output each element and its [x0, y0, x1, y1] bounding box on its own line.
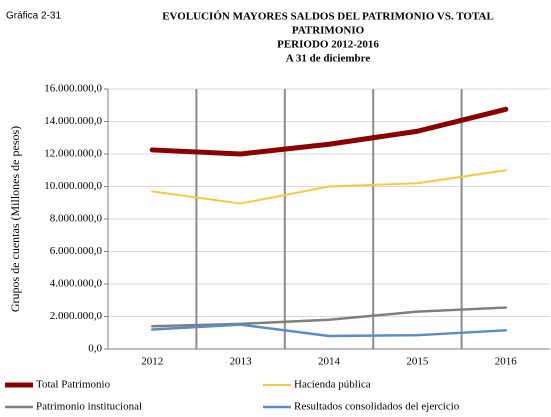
figure-label: Gráfica 2-31 [6, 11, 61, 22]
legend-label: Patrimonio institucional [36, 401, 142, 413]
chart-title: EVOLUCIÓN MAYORES SALDOS DEL PATRIMONIO … [162, 11, 494, 23]
legend-label: Hacienda pública [294, 379, 371, 391]
legend-label: Resultados consolidados del ejercicio [294, 401, 460, 413]
y-tick-label: 10.000.000,0 [44, 180, 102, 192]
chart-title: PERIODO 2012-2016 [277, 39, 379, 51]
series-line [151, 169, 507, 205]
x-tick-label: 2016 [495, 356, 518, 368]
series-line [149, 106, 509, 157]
series-line [150, 323, 508, 338]
x-tick-label: 2012 [141, 356, 163, 368]
y-tick-label: 0,0 [88, 343, 102, 355]
x-tick-label: 2015 [406, 356, 429, 368]
y-axis-label: Grupos de cuentas (Millones de pesos) [8, 126, 22, 312]
y-tick-label: 6.000.000,0 [50, 245, 103, 257]
series-line [150, 306, 508, 328]
legend-label: Total Patrimonio [36, 379, 111, 391]
y-tick-label: 2.000.000,0 [50, 310, 103, 322]
y-tick-label: 16.000.000,0 [44, 83, 102, 95]
y-tick-label: 4.000.000,0 [50, 278, 103, 290]
y-tick-label: 8.000.000,0 [50, 213, 103, 225]
chart-title: A 31 de diciembre [286, 53, 371, 65]
y-tick-label: 12.000.000,0 [44, 148, 102, 160]
x-tick-label: 2014 [318, 356, 341, 368]
chart-title: PATRIMONIO [292, 25, 365, 37]
x-tick-label: 2013 [230, 356, 253, 368]
y-tick-label: 14.000.000,0 [44, 115, 102, 127]
